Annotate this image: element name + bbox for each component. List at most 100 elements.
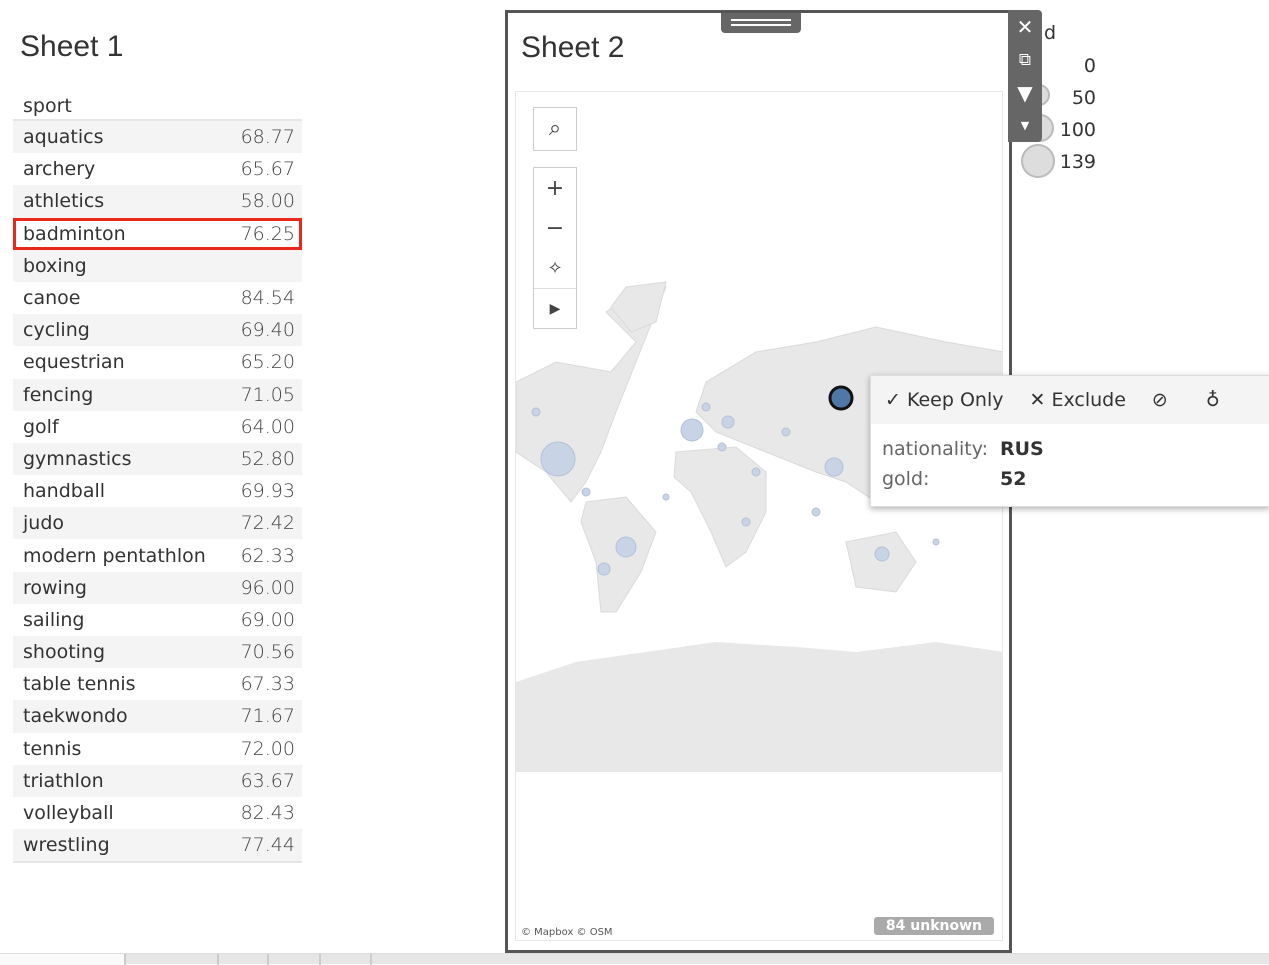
country-mark: [781, 427, 791, 437]
field-value: RUS: [1000, 438, 1044, 460]
table-row[interactable]: wrestling 77.44: [13, 829, 302, 862]
greenland: [610, 281, 667, 333]
tab[interactable]: [0, 954, 124, 965]
table-row[interactable]: taekwondo 71.67: [13, 700, 302, 733]
sport-value: 68.77: [240, 126, 295, 149]
sheet-toolbar: ✕ ⧉ ▼ ▼: [1008, 10, 1042, 142]
country-mark: [662, 493, 670, 501]
country-mark: [540, 441, 576, 477]
zoom-in-button[interactable]: +: [545, 175, 565, 201]
legend-item: 139: [1059, 151, 1096, 173]
sport-value: 67.33: [240, 673, 295, 696]
table-row[interactable]: canoe 84.54: [13, 282, 302, 314]
unknown-indicator[interactable]: 84 unknown: [873, 917, 994, 935]
tooltip: ✓ Keep Only ✕ Exclude ⊘ ♁ nationality: RU…: [870, 375, 1269, 507]
sport-name: triathlon: [23, 769, 104, 792]
map-controls: + − ✧ ▶: [533, 167, 577, 329]
column-header-sport[interactable]: sport: [13, 92, 302, 121]
sport-name: golf: [23, 415, 59, 438]
table-row[interactable]: badminton 76.25: [13, 217, 302, 250]
table-row[interactable]: handball 69.93: [13, 475, 302, 507]
table-row[interactable]: rowing 96.00: [13, 571, 302, 604]
search-button[interactable]: ⌕: [533, 107, 577, 151]
table-row[interactable]: judo 72.42: [13, 507, 302, 540]
world-map: [516, 281, 1002, 772]
expand-arrow-icon[interactable]: ▶: [534, 288, 576, 328]
sport-name: table tennis: [23, 673, 136, 696]
sport-value: 70.56: [240, 641, 295, 664]
exclude-label: Exclude: [1051, 389, 1126, 411]
sport-value: 58.00: [240, 190, 295, 213]
table-row[interactable]: aquatics 68.77: [13, 121, 302, 154]
table-row[interactable]: golf 64.00: [13, 411, 302, 443]
sport-name: shooting: [23, 641, 106, 664]
zoom-out-button[interactable]: −: [545, 215, 565, 241]
country-mark: [531, 407, 541, 417]
drag-handle[interactable]: [721, 13, 801, 33]
sport-value: 84.54: [240, 287, 295, 310]
sport-name: modern pentathlon: [23, 544, 206, 567]
table-row[interactable]: equestrian 65.20: [13, 346, 302, 378]
country-mark: [741, 517, 751, 527]
tooltip-field: gold: 52: [882, 468, 1026, 490]
south-america: [580, 496, 657, 613]
country-mark: [811, 507, 821, 517]
sport-name: wrestling: [23, 834, 110, 857]
table-row[interactable]: gymnastics 52.80: [13, 442, 302, 476]
more-options-icon[interactable]: ▼: [1020, 119, 1030, 132]
sport-name: fencing: [23, 383, 94, 406]
country-mark: [680, 418, 704, 442]
sport-name: equestrian: [23, 351, 125, 374]
legend-item: 0: [1083, 55, 1096, 77]
country-mark: [597, 562, 611, 576]
paperclip-icon[interactable]: ⊘: [1151, 389, 1168, 411]
sport-name: volleyball: [23, 802, 114, 825]
pin-icon[interactable]: ✧: [547, 257, 563, 279]
search-icon: ⌕: [548, 115, 562, 141]
sport-name: boxing: [23, 254, 87, 277]
sport-name: badminton: [23, 222, 126, 245]
keep-only-button[interactable]: ✓ Keep Only: [885, 389, 1004, 411]
exclude-button[interactable]: ✕ Exclude: [1029, 389, 1126, 411]
table-row[interactable]: triathlon 63.67: [13, 764, 302, 797]
sport-value: 76.25: [240, 222, 295, 245]
sport-value: 82.43: [240, 802, 295, 825]
map[interactable]: ⌕ + − ✧ ▶ © Mapbox © OSM 84 unknown: [515, 91, 1003, 941]
sport-value: 65.20: [240, 351, 295, 374]
table-row[interactable]: athletics 58.00: [13, 185, 302, 218]
sport-value: 63.67: [240, 769, 295, 792]
australia: [845, 531, 917, 593]
table-row[interactable]: sailing 69.00: [13, 604, 302, 636]
sport-value: 71.05: [240, 383, 295, 406]
country-mark: [615, 536, 637, 558]
lightbulb-icon[interactable]: ♁: [1205, 389, 1220, 411]
sheet1-title: Sheet 1: [20, 30, 124, 63]
filter-icon[interactable]: ▼: [1017, 80, 1033, 105]
legend-title: d: [1044, 22, 1057, 44]
selected-mark-rus: [828, 385, 854, 411]
table-row[interactable]: modern pentathlon 62.33: [13, 539, 302, 571]
table-row[interactable]: archery 65.67: [13, 153, 302, 185]
sport-name: cycling: [23, 319, 90, 342]
sport-name: gymnastics: [23, 447, 132, 470]
sheet-tabs-bar: [0, 953, 1269, 965]
country-mark: [717, 442, 727, 452]
table-row[interactable]: volleyball 82.43: [13, 797, 302, 829]
table-row[interactable]: cycling 69.40: [13, 314, 302, 347]
country-mark: [874, 546, 890, 562]
sport-name: athletics: [23, 190, 105, 213]
external-link-icon[interactable]: ⧉: [1018, 49, 1032, 70]
legend-item: 50: [1071, 87, 1096, 109]
country-mark: [751, 467, 761, 477]
sport-table: sport aquatics 68.77 archery 65.67 athletics…: [13, 92, 302, 864]
table-row[interactable]: tennis 72.00: [13, 733, 302, 765]
table-row[interactable]: shooting 70.56: [13, 636, 302, 669]
sport-value: 62.33: [240, 544, 295, 567]
sheet2-title: Sheet 2: [521, 31, 625, 64]
country-mark: [721, 415, 735, 429]
table-row[interactable]: table tennis 67.33: [13, 668, 302, 700]
close-icon[interactable]: ✕: [1016, 14, 1034, 39]
table-row[interactable]: boxing: [13, 249, 302, 282]
table-row[interactable]: fencing 71.05: [13, 378, 302, 411]
map-attribution[interactable]: © Mapbox © OSM: [521, 927, 613, 938]
